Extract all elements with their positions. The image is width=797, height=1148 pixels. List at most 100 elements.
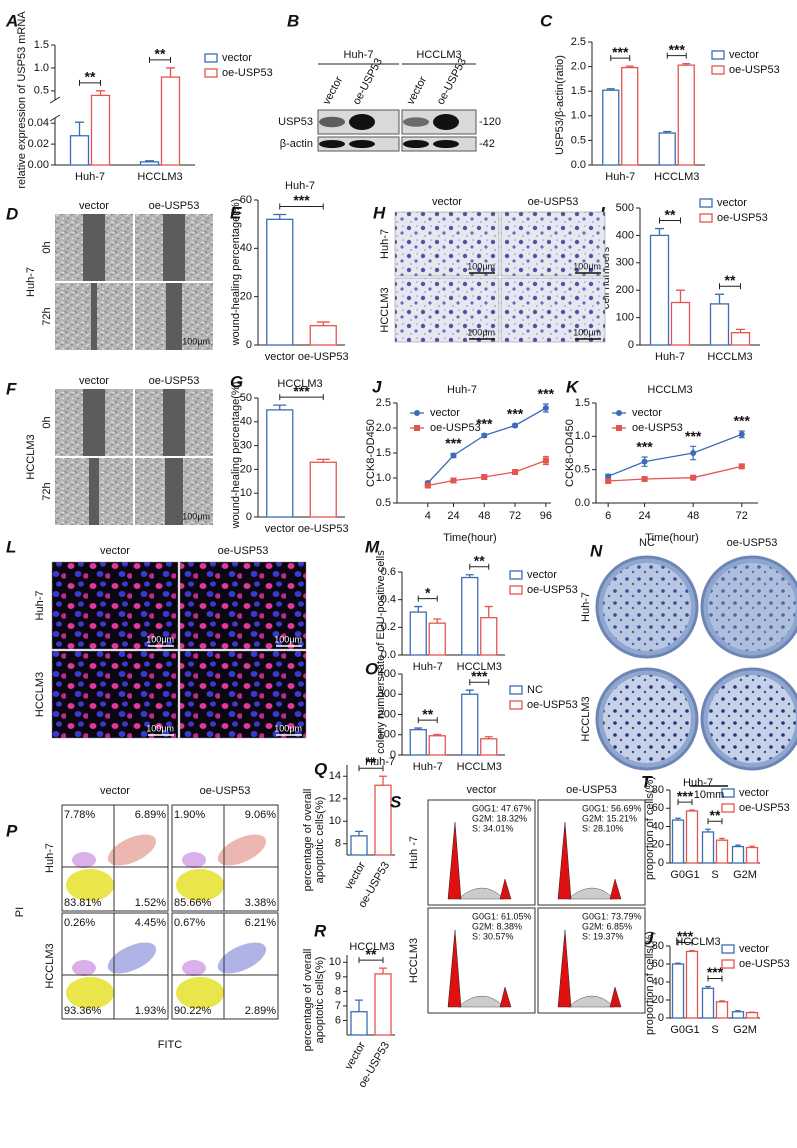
quadrant-value: 1.93%: [135, 1005, 166, 1017]
y-tick-label: 10: [329, 956, 341, 968]
significance-bracket: [358, 765, 384, 772]
column-title: oe-USP53: [566, 784, 617, 796]
significance-bracket: [417, 595, 438, 602]
x-axis-label: FITC: [158, 1039, 182, 1051]
y-tick-label: 1.0: [376, 472, 391, 484]
y-tick-label: 14: [329, 770, 341, 782]
bar: [649, 234, 670, 346]
scale-label: 100μm: [467, 327, 495, 337]
column-title: oe-USP53: [727, 537, 778, 549]
bar: [670, 301, 691, 346]
significance-label: *: [425, 584, 431, 600]
y-axis-label: PI: [14, 907, 26, 917]
chart-title: Huh-7: [683, 777, 713, 789]
histogram-g1: [447, 821, 462, 900]
marker: [512, 422, 519, 429]
significance-bracket: [610, 55, 631, 62]
legend-swatch: [721, 788, 735, 798]
marker: [690, 450, 697, 456]
error-bar: [606, 88, 615, 91]
cycle-stat: G0G1: 73.79%: [582, 911, 642, 921]
chart-title: HCCLM3: [647, 384, 692, 396]
legend-label: oe-USP53: [527, 584, 578, 596]
y-tick-label: 10: [240, 487, 252, 499]
legend-label: vector: [729, 49, 759, 61]
error-bar: [484, 736, 493, 739]
legend-label: vector: [739, 943, 769, 955]
error-bar: [736, 328, 745, 333]
cell-cloud: [72, 852, 96, 868]
legend-swatch: [509, 585, 523, 595]
x-tick-label: Huh-7: [413, 661, 443, 673]
y-tick-label: 300: [616, 257, 634, 269]
quadrant-value: 7.78%: [64, 809, 95, 821]
scale-label: 100μm: [467, 261, 495, 271]
chart-title: HCCLM3: [349, 941, 394, 953]
scale-label: 100μm: [182, 511, 210, 521]
legend-swatch: [204, 53, 218, 63]
y-axis-label: wound-healing percentage(%): [230, 199, 242, 347]
x-tick-label: vector: [265, 523, 295, 535]
bar: [309, 325, 337, 346]
column-title: vector: [100, 785, 130, 797]
histogram-plot: [537, 907, 646, 1014]
dish-colonies: [708, 563, 796, 651]
y-tick-label: 1.0: [571, 110, 586, 122]
x-tick-label: G2M: [733, 869, 757, 881]
x-tick-label: 4: [425, 510, 431, 522]
dish-colonies: [708, 675, 796, 763]
marker: [542, 457, 549, 464]
row-label: 0h: [41, 416, 53, 428]
y-axis-label: apoptotic cells(%): [314, 797, 326, 884]
panel-letter: S: [390, 792, 402, 811]
y-axis-label: proportion of cells(%): [644, 776, 656, 880]
error-bar: [689, 949, 695, 952]
bar: [677, 64, 695, 166]
error-bar: [414, 605, 423, 613]
y-tick-label: 500: [616, 202, 634, 214]
cell-cloud: [217, 942, 267, 974]
blot-band: [349, 114, 375, 130]
dish-colonies: [603, 675, 691, 763]
error-bar: [379, 967, 387, 974]
y-axis-label: percentage of overall: [302, 949, 314, 1052]
histogram-g2: [499, 986, 512, 1008]
panel-letter: P: [6, 821, 18, 840]
micrograph: [500, 211, 606, 277]
quadrant-value: 6.89%: [135, 809, 166, 821]
significance-label: **: [725, 272, 736, 288]
error-bar: [682, 62, 691, 66]
bar: [409, 611, 427, 656]
y-axis-label: apoptotic cells(%): [314, 957, 326, 1044]
marker: [605, 478, 612, 484]
legend-label: oe-USP53: [632, 422, 683, 434]
legend-label: oe-USP53: [729, 64, 780, 76]
y-tick-label: 0: [628, 339, 634, 351]
bar: [715, 839, 729, 864]
significance-bracket: [666, 52, 687, 59]
y-tick-label: 20: [240, 291, 252, 303]
panel-letter: T: [641, 772, 653, 791]
legend-label: vector: [632, 407, 662, 419]
blot-band: [433, 114, 459, 130]
micrograph: [179, 561, 307, 650]
quadrant-value: 83.81%: [64, 897, 102, 909]
row-label: 72h: [41, 307, 53, 325]
y-tick-label: 1.5: [571, 85, 586, 97]
legend-swatch: [509, 685, 523, 695]
y-tick-label: 100: [616, 312, 634, 324]
significance-bracket: [677, 939, 693, 946]
error-bar: [484, 605, 493, 618]
x-tick-label: 96: [540, 510, 552, 522]
quadrant-value: 0.26%: [64, 917, 95, 929]
y-tick-label: 20: [652, 839, 664, 851]
y-tick-label: 0.4: [381, 594, 396, 606]
wound-gap: [91, 283, 97, 350]
y-tick-label: 7: [335, 1000, 341, 1012]
panel-letter: M: [365, 537, 380, 556]
panel-letter: D: [6, 204, 18, 223]
row-label: Huh-7: [379, 229, 391, 259]
bar: [731, 845, 745, 864]
bar: [709, 303, 730, 346]
